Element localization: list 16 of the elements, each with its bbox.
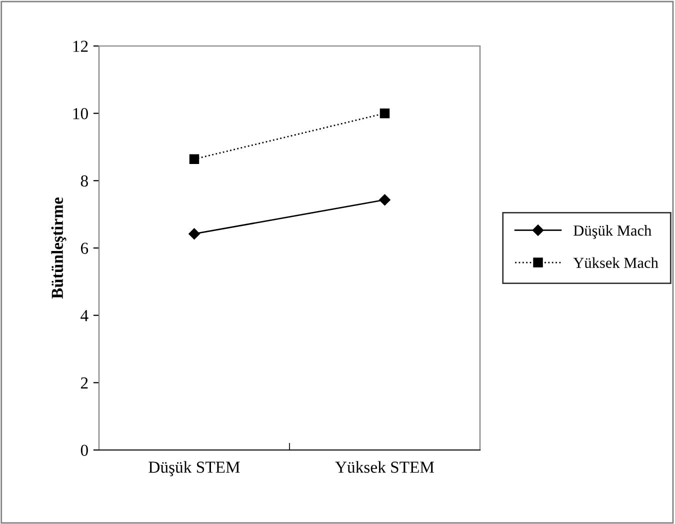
y-axis-title: Bütünleştirme xyxy=(51,198,66,299)
legend-label: Düşük Mach xyxy=(574,224,652,239)
y-tick-label: 10 xyxy=(73,108,88,120)
y-tick-label: 6 xyxy=(80,242,88,254)
y-tick-label: 0 xyxy=(80,444,88,456)
point xyxy=(380,108,390,118)
point xyxy=(189,154,200,164)
x-tick-label: Yüksek STEM xyxy=(335,461,434,473)
point xyxy=(188,228,200,240)
y-tick-label: 4 xyxy=(80,310,88,322)
y-tick-label: 2 xyxy=(80,377,88,388)
y-tick-label: 8 xyxy=(80,175,88,187)
y-tick-label: 12 xyxy=(73,40,88,52)
point xyxy=(379,194,390,206)
x-tick-label: Düşük STEM xyxy=(148,461,240,476)
legend-label: Yüksek Mach xyxy=(573,257,658,268)
